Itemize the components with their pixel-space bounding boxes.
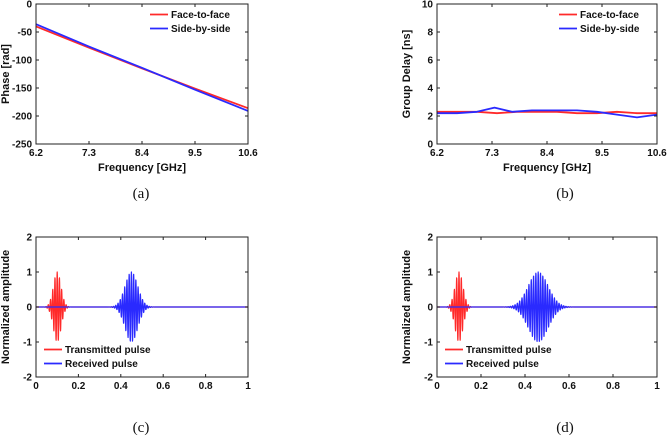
- x-tick-label: 10.6: [647, 148, 667, 159]
- y-tick-label: 0: [427, 303, 433, 314]
- y-axis-label: Group Delay [ns]: [401, 29, 413, 118]
- y-tick-label: 1: [427, 268, 433, 279]
- y-tick-label: -2: [23, 373, 32, 384]
- y-tick-label: -100: [12, 56, 32, 67]
- legend: Face-to-face Side-by-side: [150, 10, 231, 35]
- series-line-blue: [437, 271, 657, 342]
- y-axis-label: Phase [rad]: [0, 44, 12, 104]
- x-tick-label: 0: [434, 381, 440, 392]
- y-tick-label: -2: [424, 373, 433, 384]
- y-tick-label: 8: [427, 28, 433, 39]
- x-tick-label: 0.2: [474, 381, 488, 392]
- x-axis-label: Frequency [GHz]: [98, 162, 186, 174]
- y-tick-label: -200: [12, 112, 32, 123]
- y-tick-label: 1: [26, 268, 32, 279]
- y-tick-label: 10: [422, 0, 434, 11]
- x-tick-label: 0.6: [156, 381, 170, 392]
- x-axis-label: Frequency [GHz]: [503, 162, 591, 174]
- x-tick-label: 9.5: [595, 148, 609, 159]
- y-axis-label: Normalized amplitude: [0, 250, 12, 364]
- panel-label: (c): [133, 420, 150, 436]
- y-tick-label: 0: [26, 0, 32, 11]
- y-axis-label: Normalized amplitude: [401, 250, 413, 364]
- legend: Face-to-face Side-by-side: [559, 10, 640, 35]
- y-tick-label: -150: [12, 84, 32, 95]
- x-tick-label: 0.6: [562, 381, 576, 392]
- chart-b: 6.2 7.3 8.4 9.5 10.6 0 2 4 6 8 10 Frequency [GHz] Gr…: [401, 0, 667, 202]
- x-tick-label: 0.8: [606, 381, 620, 392]
- y-tick-label: -1: [424, 338, 433, 349]
- x-tick-label: 1: [245, 381, 251, 392]
- chart-c: 0 0.2 0.4 0.6 0.8 1 2 1 0 -1 -2 Normalized amplitud…: [0, 233, 251, 437]
- y-tick-label: 0: [26, 303, 32, 314]
- y-tick-label: 4: [427, 84, 433, 95]
- legend-entry: Received pulse: [65, 359, 138, 370]
- y-tick-label: 6: [427, 56, 433, 67]
- y-tick-label: -250: [12, 140, 32, 151]
- x-tick-label: 7.3: [82, 148, 96, 159]
- legend-entry: Received pulse: [466, 359, 539, 370]
- legend-entry: Transmitted pulse: [65, 345, 151, 356]
- panel-label: (b): [556, 186, 574, 202]
- chart-a: 6.2 7.3 8.4 9.5 10.6 0 -50 -100 -150 -200 -250 Freq…: [0, 0, 258, 202]
- panel-label: (d): [556, 420, 574, 436]
- panel-label: (a): [133, 186, 150, 202]
- series-line-blue: [36, 23, 248, 112]
- y-tick-label: 2: [427, 233, 433, 244]
- x-tick-label: 0: [33, 381, 39, 392]
- y-tick-label: 0: [427, 140, 433, 151]
- y-tick-label: 2: [26, 233, 32, 244]
- legend: Transmitted pulse Received pulse: [445, 345, 552, 370]
- x-tick-label: 8.4: [540, 148, 554, 159]
- legend-entry: Transmitted pulse: [466, 345, 552, 356]
- y-tick-label: -1: [23, 338, 32, 349]
- series-group: [36, 23, 248, 112]
- x-tick-label: 0.2: [71, 381, 85, 392]
- y-tick-label: 2: [427, 112, 433, 123]
- x-tick-label: 9.5: [188, 148, 202, 159]
- series-group: [36, 271, 248, 342]
- x-tick-label: 0.4: [114, 381, 128, 392]
- series-line-blue: [437, 106, 657, 119]
- x-tick-label: 0.4: [518, 381, 532, 392]
- series-line-blue: [36, 271, 248, 342]
- legend-entry: Face-to-face: [580, 10, 639, 21]
- x-tick-label: 1: [654, 381, 660, 392]
- x-tick-label: 7.3: [485, 148, 499, 159]
- series-group: [437, 271, 657, 342]
- x-tick-label: 8.4: [135, 148, 149, 159]
- x-tick-label: 6.2: [29, 148, 43, 159]
- x-tick-label: 0.8: [199, 381, 213, 392]
- legend: Transmitted pulse Received pulse: [44, 345, 151, 370]
- legend-entry: Side-by-side: [580, 24, 640, 35]
- legend-entry: Side-by-side: [171, 24, 231, 35]
- legend-entry: Face-to-face: [171, 10, 230, 21]
- chart-d: 0 0.2 0.4 0.6 0.8 1 2 1 0 -1 -2 Normalized amplitud…: [401, 233, 660, 437]
- y-tick-label: -50: [18, 28, 33, 39]
- x-tick-label: 10.6: [238, 148, 258, 159]
- x-tick-label: 6.2: [430, 148, 444, 159]
- series-group: [437, 106, 657, 119]
